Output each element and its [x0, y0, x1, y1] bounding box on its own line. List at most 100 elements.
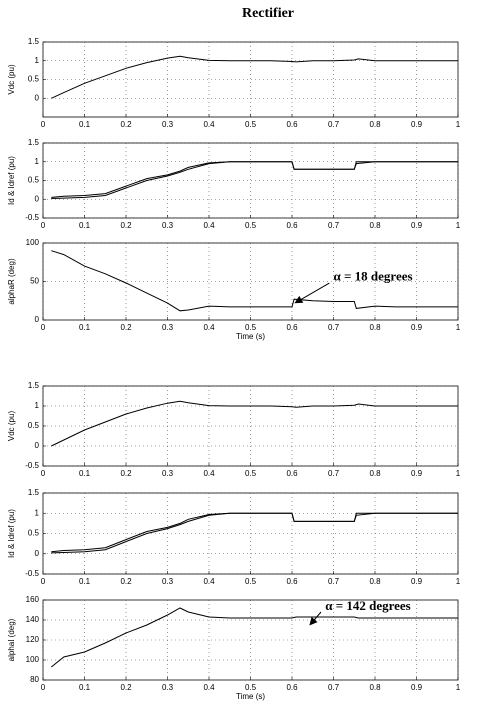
- x-tick-label: 0.8: [369, 221, 381, 230]
- x-tick-label: 0.4: [203, 323, 215, 332]
- x-tick-label: 0.6: [286, 469, 298, 478]
- x-tick-label: 0: [41, 577, 46, 586]
- x-tick-label: 0: [41, 323, 46, 332]
- y-tick-label: 1: [35, 401, 40, 410]
- x-tick-label: 0.7: [328, 577, 340, 586]
- annotation-arrow: [294, 282, 330, 304]
- x-axis-label: Time (s): [236, 332, 265, 341]
- line: [50, 607, 458, 668]
- annotation-arrow: [309, 611, 322, 626]
- y-tick-label: 0.5: [28, 421, 40, 430]
- x-tick-label: 0.6: [286, 683, 298, 692]
- x-tick-label: 0.7: [328, 469, 340, 478]
- x-tick-label: 0.2: [120, 323, 132, 332]
- x-tick-label: 0.5: [245, 577, 257, 586]
- x-tick-label: 0.5: [245, 323, 257, 332]
- x-tick-label: 0.9: [411, 469, 423, 478]
- y-tick-label: 120: [26, 635, 40, 644]
- x-tick-label: 0.1: [79, 120, 91, 129]
- x-tick-label: 0.9: [411, 683, 423, 692]
- annotation: α = 142 degrees: [325, 598, 411, 613]
- y-tick-label: 100: [26, 655, 40, 664]
- y-tick-label: 0: [35, 194, 40, 203]
- x-tick-label: 0.4: [203, 469, 215, 478]
- x-tick-label: 0.3: [162, 120, 174, 129]
- x-tick-label: 0.5: [245, 469, 257, 478]
- y-tick-label: 100: [26, 238, 40, 247]
- x-tick-label: 1: [456, 683, 461, 692]
- x-tick-label: 0.8: [369, 683, 381, 692]
- chart-title: Rectifier: [242, 6, 294, 21]
- x-tick-label: 0.2: [120, 120, 132, 129]
- y-tick-label: 50: [30, 277, 39, 286]
- x-tick-label: 0.2: [120, 221, 132, 230]
- y-axis-label: Id & Idref (pu): [7, 509, 16, 558]
- y-tick-label: 80: [30, 675, 39, 684]
- annotation: α = 18 degrees: [334, 269, 413, 284]
- x-tick-label: 0: [41, 469, 46, 478]
- y-tick-label: 1.5: [28, 488, 40, 497]
- y-tick-label: 0.5: [28, 529, 40, 538]
- x-tick-label: 0.1: [79, 221, 91, 230]
- y-axis-label: Id & Idref (pu): [7, 156, 16, 205]
- x-tick-label: 0.7: [328, 221, 340, 230]
- line: [51, 161, 458, 198]
- x-tick-label: 0.3: [162, 221, 174, 230]
- x-tick-label: 0.1: [79, 577, 91, 586]
- y-tick-label: 140: [26, 615, 40, 624]
- x-tick-label: 0.3: [162, 577, 174, 586]
- y-tick-label: 160: [26, 595, 40, 604]
- x-tick-label: 0.7: [328, 120, 340, 129]
- y-tick-label: -0.5: [25, 213, 39, 222]
- x-tick-label: 0.6: [286, 120, 298, 129]
- x-tick-label: 0.8: [369, 120, 381, 129]
- x-tick-label: 0.4: [203, 683, 215, 692]
- y-tick-label: 1.5: [28, 381, 40, 390]
- x-tick-label: 0.4: [203, 577, 215, 586]
- x-tick-label: 0.2: [120, 577, 132, 586]
- y-tick-label: 0.5: [28, 75, 40, 84]
- x-tick-label: 1: [456, 120, 461, 129]
- x-tick-label: 0.8: [369, 469, 381, 478]
- x-tick-label: 0.3: [162, 469, 174, 478]
- y-tick-label: 0: [35, 93, 40, 102]
- x-tick-label: 1: [456, 323, 461, 332]
- line: [51, 512, 458, 553]
- y-tick-label: 1: [35, 56, 40, 65]
- x-tick-label: 0: [41, 120, 46, 129]
- x-tick-label: 1: [456, 469, 461, 478]
- x-tick-label: 0.1: [79, 469, 91, 478]
- x-tick-label: 0.5: [245, 683, 257, 692]
- y-axis-label: Vdc (pu): [7, 64, 16, 95]
- x-tick-label: 0.6: [286, 221, 298, 230]
- x-tick-label: 0.1: [79, 323, 91, 332]
- line: [51, 400, 458, 447]
- x-tick-label: 0.3: [162, 323, 174, 332]
- x-axis-label: Time (s): [236, 692, 265, 701]
- y-tick-label: 1.5: [28, 138, 40, 147]
- y-tick-label: 1: [35, 508, 40, 517]
- x-tick-label: 0.9: [411, 323, 423, 332]
- x-tick-label: 0.9: [411, 120, 423, 129]
- x-tick-label: 0.9: [411, 577, 423, 586]
- line: [51, 250, 458, 312]
- y-tick-label: -0.5: [25, 461, 39, 470]
- y-tick-label: 1.5: [28, 37, 40, 46]
- y-axis-label: alphaI (deg): [7, 618, 16, 661]
- x-tick-label: 0.1: [79, 683, 91, 692]
- x-tick-label: 0.7: [328, 323, 340, 332]
- y-tick-label: 0: [35, 549, 40, 558]
- x-tick-label: 1: [456, 577, 461, 586]
- x-tick-label: 0.5: [245, 221, 257, 230]
- x-tick-label: 0.2: [120, 683, 132, 692]
- x-tick-label: 0.4: [203, 221, 215, 230]
- x-tick-label: 0.4: [203, 120, 215, 129]
- x-tick-label: 0.5: [245, 120, 257, 129]
- x-tick-label: 0.3: [162, 683, 174, 692]
- x-tick-label: 0: [41, 683, 46, 692]
- y-tick-label: 0.5: [28, 176, 40, 185]
- y-axis-label: Vdc (pu): [7, 411, 16, 442]
- x-tick-label: 0.2: [120, 469, 132, 478]
